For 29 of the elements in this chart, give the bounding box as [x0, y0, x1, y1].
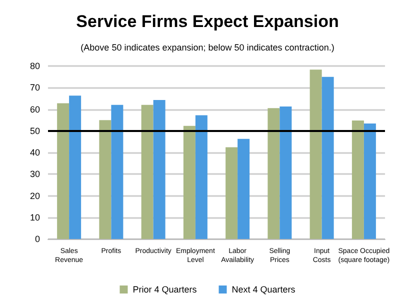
y-tick-label: 0 [34, 234, 40, 244]
y-tick-label: 30 [30, 169, 40, 180]
bar [141, 104, 154, 239]
y-tick-label: 40 [30, 148, 40, 158]
bar [352, 120, 364, 239]
legend-label: Next 4 Quarters [232, 284, 296, 294]
y-tick-label: 10 [30, 212, 40, 222]
bar [280, 106, 292, 239]
chart-title: Service Firms Expect Expansion [76, 12, 339, 31]
y-tick-label: 80 [30, 61, 40, 71]
bar [310, 70, 322, 239]
bar [238, 138, 250, 239]
y-tick-label: 20 [30, 190, 40, 201]
bar [69, 96, 82, 239]
bar [57, 103, 70, 239]
bar [99, 120, 112, 239]
y-tick-label: 60 [30, 104, 40, 114]
bar [183, 126, 196, 239]
bar [226, 147, 238, 239]
bar [111, 104, 124, 239]
bar [153, 100, 166, 239]
bar [322, 76, 334, 239]
legend-label: Prior 4 Quarters [132, 284, 198, 294]
bar [268, 108, 280, 239]
y-tick-label: 70 [30, 82, 40, 93]
y-tick-label: 50 [30, 126, 40, 136]
bar [195, 115, 208, 239]
chart-subtitle: (Above 50 indicates expansion; below 50 indicates contraction.) [80, 42, 334, 52]
bar [364, 124, 376, 239]
